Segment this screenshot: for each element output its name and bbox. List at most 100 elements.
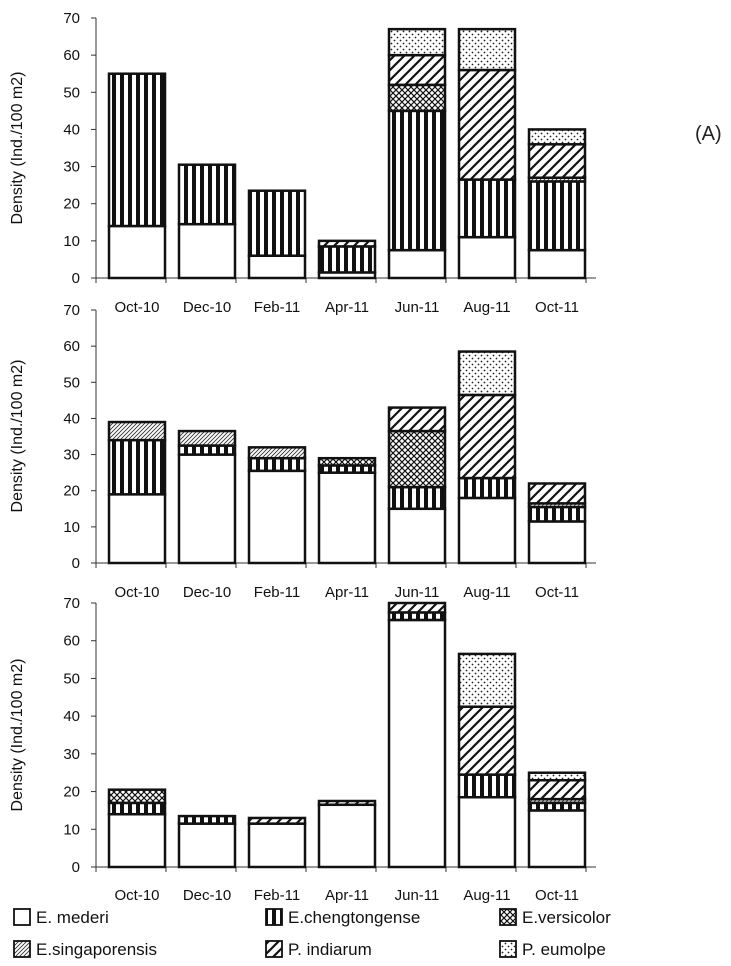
legend-swatch <box>499 908 517 926</box>
bar-segment <box>527 143 587 179</box>
bar-segment <box>457 68 517 181</box>
bar-segment <box>177 222 237 280</box>
x-tick-label: Feb-11 <box>254 299 300 316</box>
bar-segment <box>387 27 447 57</box>
y-tick-label: 40 <box>63 708 80 725</box>
bar-segment <box>527 248 587 280</box>
y-tick-label: 30 <box>63 447 80 464</box>
bar-segment <box>527 180 587 252</box>
x-tick-label: Apr-11 <box>325 299 369 316</box>
y-tick-label: 40 <box>63 410 80 427</box>
x-tick-label: Apr-11 <box>325 584 369 601</box>
y-axis-title: Density (Ind./100 m2) <box>9 72 26 225</box>
bar-segment <box>177 814 237 825</box>
chart-panel-b: 0 10 20 30 40 50 60 70 Density (Ind./100 m2) Oct-… <box>9 302 596 601</box>
legend-swatch <box>13 908 31 926</box>
bar-segment <box>107 224 167 280</box>
legend-swatch <box>13 940 31 958</box>
y-tick-label: 30 <box>63 159 80 176</box>
bar-segment <box>177 163 237 226</box>
y-tick-label: 40 <box>63 121 80 138</box>
bar-segment <box>247 189 307 257</box>
bar-segment <box>527 482 587 505</box>
bar-segment <box>387 601 447 614</box>
bar-segment <box>457 178 517 239</box>
x-tick-label: Aug-11 <box>463 299 510 316</box>
bar-segment <box>457 27 517 72</box>
bar-segment <box>247 456 307 473</box>
y-tick-label: 10 <box>63 821 80 838</box>
bar-segment <box>457 235 517 280</box>
y-tick-label: 60 <box>63 47 80 64</box>
y-tick-label: 70 <box>63 595 80 612</box>
bar-segment <box>317 245 377 274</box>
x-tick-label: Oct-10 <box>114 584 159 601</box>
y-tick-label: 20 <box>63 784 80 801</box>
x-tick-label: Dec-10 <box>183 299 231 316</box>
x-tick-label: Jun-11 <box>395 299 440 316</box>
legend-label: E.chengtongense <box>288 908 420 927</box>
legend-swatch <box>265 940 283 958</box>
x-tick-label: Oct-10 <box>114 299 159 316</box>
y-tick-label: 50 <box>63 670 80 687</box>
chart-panel-c: 0 10 20 30 40 50 60 70 Density (Ind./100 m2) Oct-… <box>9 595 596 904</box>
bar-segment <box>107 493 167 565</box>
x-tick-label: Aug-11 <box>463 584 510 601</box>
bar-segment <box>527 809 587 869</box>
x-tick-label: Oct-11 <box>535 887 579 904</box>
legend-swatch <box>265 908 283 926</box>
bar-segment <box>457 705 517 776</box>
bar-segment <box>527 128 587 146</box>
bar-segment <box>247 446 307 460</box>
x-tick-label: Apr-11 <box>325 887 369 904</box>
y-tick-label: 20 <box>63 196 80 213</box>
x-tick-label: Jun-11 <box>395 887 440 904</box>
bar-segment <box>107 420 167 442</box>
bar-segment <box>177 822 237 869</box>
x-tick-label: Feb-11 <box>254 887 300 904</box>
bar-segment <box>457 393 517 480</box>
panel-label: (A) <box>695 123 722 145</box>
bar-segment <box>457 795 517 869</box>
bar-segment <box>387 406 447 433</box>
bar-segment <box>387 53 447 87</box>
y-tick-label: 10 <box>63 519 80 536</box>
bar-segment <box>107 788 167 805</box>
y-tick-label: 60 <box>63 338 80 355</box>
bar-segment <box>457 652 517 708</box>
y-tick-label: 50 <box>63 374 80 391</box>
x-tick-label: Dec-10 <box>183 887 231 904</box>
bar-segment <box>527 779 587 801</box>
bar-segment <box>317 803 377 869</box>
x-tick-label: Aug-11 <box>463 887 510 904</box>
bar-segment <box>457 350 517 397</box>
y-tick-label: 20 <box>63 483 80 500</box>
x-tick-label: Oct-11 <box>535 299 579 316</box>
x-tick-label: Feb-11 <box>254 584 300 601</box>
bar-segment <box>457 496 517 565</box>
legend-label: E. mederi <box>36 908 109 927</box>
bar-segment <box>317 471 377 565</box>
bar-segment <box>387 429 447 489</box>
bar-segment <box>387 83 447 113</box>
bar-segment <box>247 254 307 280</box>
bar-segment <box>107 801 167 816</box>
x-tick-label: Jun-11 <box>395 584 440 601</box>
y-axis-title: Density (Ind./100 m2) <box>9 659 26 812</box>
bar-segment <box>387 618 447 869</box>
bar-segment <box>527 505 587 523</box>
bar-segment <box>177 444 237 456</box>
y-tick-label: 0 <box>72 859 80 876</box>
bar-segment <box>527 771 587 782</box>
bar-segment <box>387 109 447 252</box>
y-tick-label: 70 <box>63 10 80 27</box>
bar-segment <box>177 429 237 447</box>
bar-segment <box>457 476 517 500</box>
y-tick-label: 70 <box>63 302 80 319</box>
legend-label: E.versicolor <box>522 908 611 927</box>
legend-label: E.singaporensis <box>36 940 157 959</box>
bar-segment <box>527 520 587 565</box>
bar-segment <box>317 799 377 807</box>
y-tick-label: 10 <box>63 233 80 250</box>
y-tick-label: 50 <box>63 84 80 101</box>
